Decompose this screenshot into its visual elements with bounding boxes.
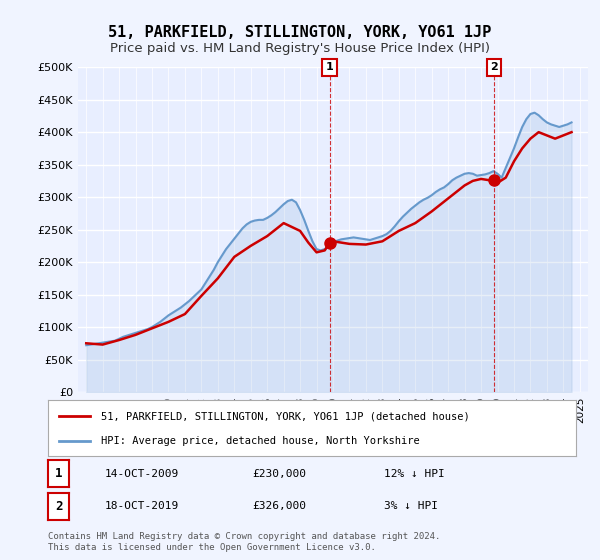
Text: HPI: Average price, detached house, North Yorkshire: HPI: Average price, detached house, Nort… <box>101 436 419 446</box>
Text: 51, PARKFIELD, STILLINGTON, YORK, YO61 1JP (detached house): 51, PARKFIELD, STILLINGTON, YORK, YO61 1… <box>101 411 470 421</box>
Text: 1: 1 <box>55 467 62 480</box>
Text: 18-OCT-2019: 18-OCT-2019 <box>105 501 179 511</box>
Text: 14-OCT-2009: 14-OCT-2009 <box>105 469 179 479</box>
Text: Contains HM Land Registry data © Crown copyright and database right 2024.
This d: Contains HM Land Registry data © Crown c… <box>48 532 440 552</box>
Text: 1: 1 <box>326 62 334 72</box>
Text: 2: 2 <box>55 500 62 513</box>
Text: 12% ↓ HPI: 12% ↓ HPI <box>384 469 445 479</box>
Text: 2: 2 <box>490 62 498 72</box>
Text: 3% ↓ HPI: 3% ↓ HPI <box>384 501 438 511</box>
Text: £230,000: £230,000 <box>252 469 306 479</box>
Text: Price paid vs. HM Land Registry's House Price Index (HPI): Price paid vs. HM Land Registry's House … <box>110 42 490 55</box>
Text: 51, PARKFIELD, STILLINGTON, YORK, YO61 1JP: 51, PARKFIELD, STILLINGTON, YORK, YO61 1… <box>109 25 491 40</box>
Text: £326,000: £326,000 <box>252 501 306 511</box>
